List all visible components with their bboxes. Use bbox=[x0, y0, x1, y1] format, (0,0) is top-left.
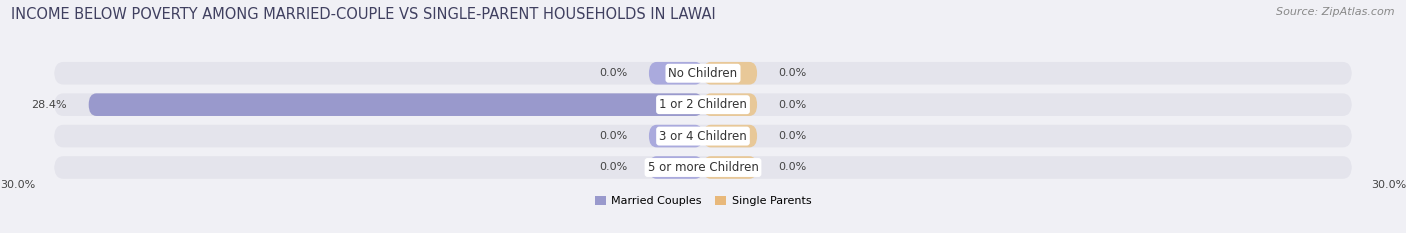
Text: 0.0%: 0.0% bbox=[779, 162, 807, 172]
FancyBboxPatch shape bbox=[703, 62, 756, 85]
FancyBboxPatch shape bbox=[53, 125, 1353, 147]
Text: INCOME BELOW POVERTY AMONG MARRIED-COUPLE VS SINGLE-PARENT HOUSEHOLDS IN LAWAI: INCOME BELOW POVERTY AMONG MARRIED-COUPL… bbox=[11, 7, 716, 22]
Text: 0.0%: 0.0% bbox=[599, 162, 627, 172]
FancyBboxPatch shape bbox=[53, 156, 1353, 179]
Text: No Children: No Children bbox=[668, 67, 738, 80]
FancyBboxPatch shape bbox=[703, 93, 756, 116]
Text: 1 or 2 Children: 1 or 2 Children bbox=[659, 98, 747, 111]
Text: 0.0%: 0.0% bbox=[779, 68, 807, 78]
FancyBboxPatch shape bbox=[89, 93, 703, 116]
FancyBboxPatch shape bbox=[703, 125, 756, 147]
Text: 0.0%: 0.0% bbox=[779, 100, 807, 110]
Text: 5 or more Children: 5 or more Children bbox=[648, 161, 758, 174]
Legend: Married Couples, Single Parents: Married Couples, Single Parents bbox=[591, 192, 815, 211]
Text: 0.0%: 0.0% bbox=[599, 131, 627, 141]
FancyBboxPatch shape bbox=[53, 93, 1353, 116]
FancyBboxPatch shape bbox=[650, 125, 703, 147]
Text: 28.4%: 28.4% bbox=[31, 100, 67, 110]
Text: Source: ZipAtlas.com: Source: ZipAtlas.com bbox=[1277, 7, 1395, 17]
FancyBboxPatch shape bbox=[650, 62, 703, 85]
Text: 0.0%: 0.0% bbox=[779, 131, 807, 141]
Text: 30.0%: 30.0% bbox=[1371, 180, 1406, 190]
FancyBboxPatch shape bbox=[650, 156, 703, 179]
Text: 3 or 4 Children: 3 or 4 Children bbox=[659, 130, 747, 143]
Text: 0.0%: 0.0% bbox=[599, 68, 627, 78]
Text: 30.0%: 30.0% bbox=[0, 180, 35, 190]
FancyBboxPatch shape bbox=[703, 156, 756, 179]
FancyBboxPatch shape bbox=[53, 62, 1353, 85]
